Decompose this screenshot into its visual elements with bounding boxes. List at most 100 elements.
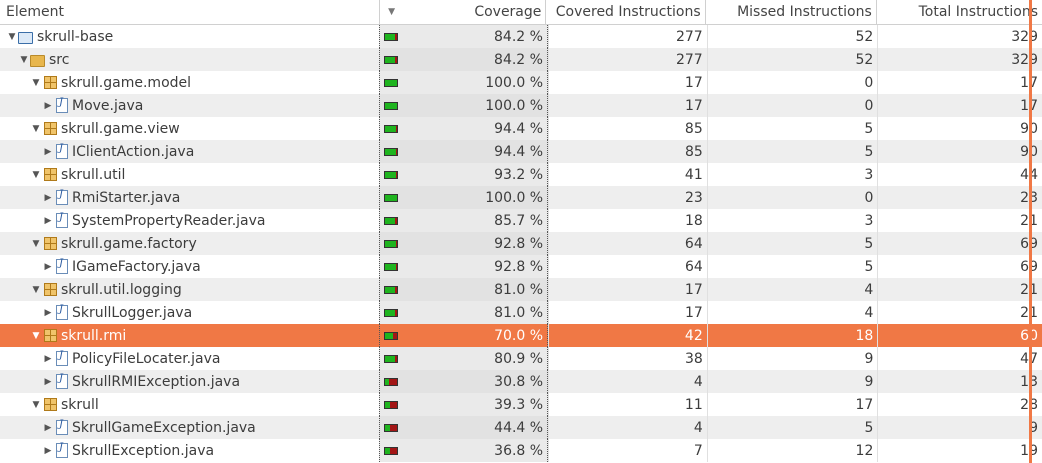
table-row[interactable]: ▶ PolicyFileLocater.java 80.9 %38947 (0, 347, 1042, 370)
covered-instructions: 38 (548, 347, 707, 370)
column-header-missed[interactable]: Missed Instructions (706, 0, 877, 24)
coverage-value: 44.4 % (494, 419, 544, 436)
covered-instructions: 4 (548, 370, 707, 393)
element-cell: ▼ skrull (0, 393, 379, 416)
column-header-coverage-label: Coverage (474, 4, 542, 20)
covered-instructions: 11 (548, 393, 707, 416)
table-row[interactable]: ▶ SystemPropertyReader.java 85.7 %18321 (0, 209, 1042, 232)
table-row[interactable]: ▼ skrull.util.logging 81.0 %17421 (0, 278, 1042, 301)
column-header-covered-label: Covered Instructions (555, 4, 701, 20)
missed-instructions: 3 (706, 209, 878, 232)
missed-instructions: 4 (706, 278, 878, 301)
table-row[interactable]: ▼ skrull.util 93.2 %41344 (0, 163, 1042, 186)
java-file-icon (56, 373, 68, 389)
element-name: PolicyFileLocater.java (72, 350, 221, 367)
missed-instructions: 0 (706, 94, 878, 117)
chevron-right-icon[interactable]: ▶ (44, 376, 52, 387)
missed-instructions: 0 (706, 186, 878, 209)
table-row[interactable]: ▶ IGameFactory.java 92.8 %64569 (0, 255, 1042, 278)
chevron-down-icon[interactable]: ▼ (32, 77, 40, 88)
missed-instructions: 12 (706, 439, 878, 462)
element-name: SkrullLogger.java (72, 304, 193, 321)
element-cell: ▼ src (0, 48, 379, 71)
element-cell: ▶ SkrullLogger.java (0, 301, 379, 324)
coverage-bar (380, 232, 399, 255)
table-row[interactable]: ▶ SkrullGameException.java 44.4 %459 (0, 416, 1042, 439)
package-icon (44, 237, 57, 250)
chevron-down-icon[interactable]: ▼ (32, 238, 40, 249)
java-file-icon (56, 350, 68, 366)
element-cell: ▶ IClientAction.java (0, 140, 379, 163)
missed-instructions: 52 (706, 48, 878, 71)
chevron-down-icon[interactable]: ▼ (32, 330, 40, 341)
chevron-right-icon[interactable]: ▶ (44, 192, 52, 203)
chevron-right-icon[interactable]: ▶ (44, 307, 52, 318)
table-row[interactable]: ▼ skrull-base 84.2 % 277 52 329 (0, 25, 1042, 48)
coverage-value: 80.9 % (494, 350, 544, 367)
table-row[interactable]: ▼ skrull 39.3 %111728 (0, 393, 1042, 416)
column-header-covered[interactable]: Covered Instructions (546, 0, 706, 24)
package-icon (44, 329, 57, 342)
chevron-right-icon[interactable]: ▶ (44, 353, 52, 364)
chevron-down-icon[interactable]: ▼ (32, 399, 40, 410)
chevron-right-icon[interactable]: ▶ (44, 146, 52, 157)
coverage-bar (380, 71, 399, 94)
table-row[interactable]: ▼ skrull.game.view 94.4 %85590 (0, 117, 1042, 140)
missed-instructions: 3 (706, 163, 878, 186)
column-header-total[interactable]: Total Instructions (877, 0, 1042, 24)
coverage-value: 94.4 % (494, 143, 544, 160)
chevron-right-icon[interactable]: ▶ (44, 422, 52, 433)
chevron-right-icon[interactable]: ▶ (44, 445, 52, 456)
chevron-down-icon[interactable]: ▼ (8, 31, 16, 42)
element-name: SkrullGameException.java (72, 419, 256, 436)
table-row[interactable]: ▶ SkrullRMIException.java 30.8 %4913 (0, 370, 1042, 393)
missed-instructions: 17 (706, 393, 878, 416)
column-header-element-label: Element (6, 4, 64, 20)
missed-instructions: 5 (706, 416, 878, 439)
column-header-coverage[interactable]: ▼ Coverage (380, 0, 547, 24)
missed-instructions: 9 (706, 347, 878, 370)
table-row[interactable]: ▼ skrull.rmi 70.0 %421860 (0, 324, 1042, 347)
java-file-icon (56, 189, 68, 205)
coverage-group: 80.9 % (379, 347, 549, 370)
coverage-bar (380, 186, 399, 209)
coverage-group: 84.2 % (378, 25, 548, 48)
coverage-bar (380, 416, 399, 439)
coverage-bar (380, 301, 399, 324)
table-row[interactable]: ▶ SkrullException.java 36.8 %71219 (0, 439, 1042, 462)
java-file-icon (56, 304, 68, 320)
chevron-down-icon[interactable]: ▼ (32, 284, 40, 295)
chevron-right-icon[interactable]: ▶ (44, 215, 52, 226)
element-cell: ▶ IGameFactory.java (0, 255, 379, 278)
element-cell: ▶ SkrullRMIException.java (0, 370, 379, 393)
element-name: skrull.util (61, 166, 126, 183)
table-row[interactable]: ▶ IClientAction.java 94.4 %85590 (0, 140, 1042, 163)
coverage-value: 81.0 % (494, 281, 544, 298)
chevron-right-icon[interactable]: ▶ (44, 261, 52, 272)
element-name: skrull.game.model (61, 74, 192, 91)
coverage-group: 44.4 % (379, 416, 549, 439)
package-icon (44, 398, 57, 411)
element-cell: ▶ SkrullException.java (0, 439, 379, 462)
chevron-down-icon[interactable]: ▼ (20, 54, 28, 65)
column-header-element[interactable]: Element (0, 0, 381, 24)
coverage-value: 84.2 % (494, 51, 543, 68)
chevron-right-icon[interactable]: ▶ (44, 100, 52, 111)
coverage-value: 39.3 % (494, 396, 544, 413)
missed-instructions: 5 (706, 117, 878, 140)
table-row[interactable]: ▼ skrull.game.factory 92.8 %64569 (0, 232, 1042, 255)
java-file-icon (56, 143, 68, 159)
element-cell: ▼ skrull.game.view (0, 117, 379, 140)
table-row[interactable]: ▼ src 84.2 % 277 52 329 (0, 48, 1042, 71)
selection-edge (1029, 0, 1032, 463)
chevron-down-icon[interactable]: ▼ (32, 123, 40, 134)
coverage-group: 81.0 % (379, 278, 549, 301)
total-instructions: 69 (877, 232, 1042, 255)
chevron-down-icon[interactable]: ▼ (32, 169, 40, 180)
element-cell: ▼ skrull.rmi (0, 324, 379, 347)
table-row[interactable]: ▶ SkrullLogger.java 81.0 %17421 (0, 301, 1042, 324)
element-cell: ▼ skrull.game.factory (0, 232, 379, 255)
